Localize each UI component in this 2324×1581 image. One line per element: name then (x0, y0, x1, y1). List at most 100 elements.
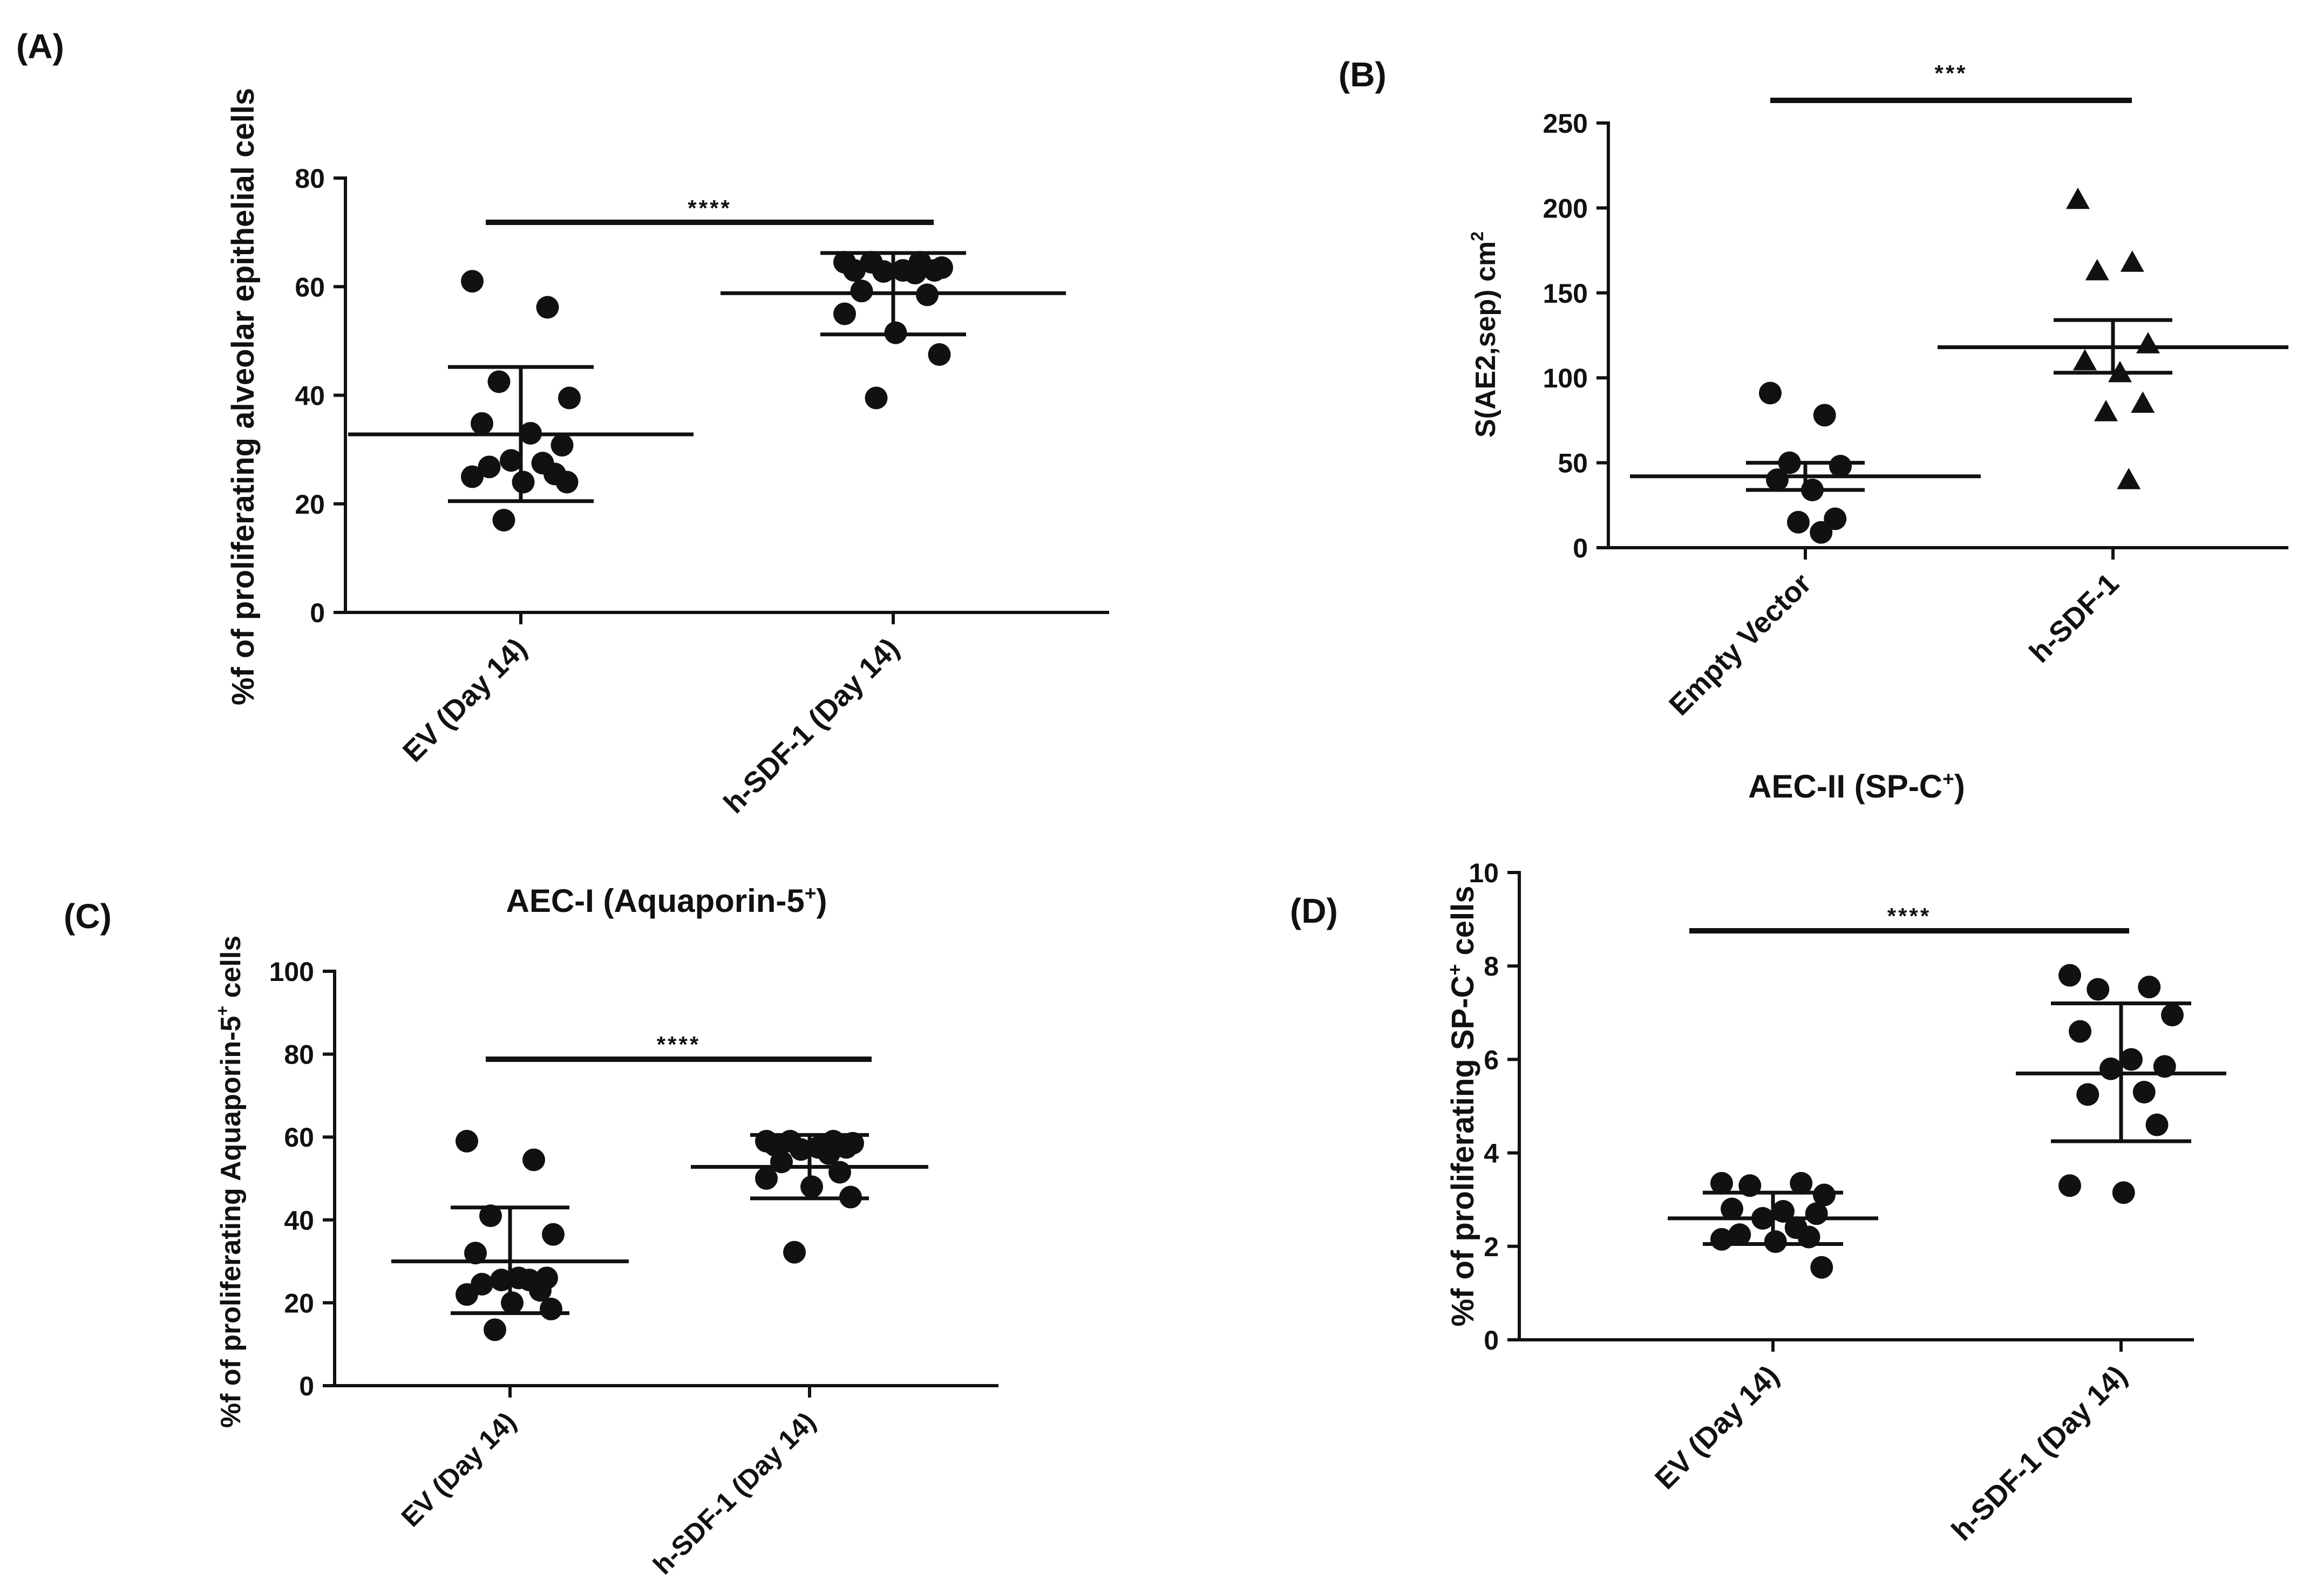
y-axis-label: %f of proliferating alveolar epithelial … (226, 88, 261, 705)
series-1 (391, 1129, 629, 1341)
data-point (1710, 1171, 1733, 1195)
data-point (903, 262, 927, 285)
data-point (800, 1175, 823, 1198)
data-point (461, 465, 484, 488)
data-point (783, 1241, 806, 1264)
data-point (2161, 1004, 2184, 1027)
panel-label: (A) (16, 27, 64, 66)
y-tick-label: 2 (1484, 1232, 1499, 1262)
data-point (536, 296, 559, 319)
x-tick-label: EV (Day 14) (397, 632, 533, 768)
data-point (1810, 521, 1833, 544)
y-axis-label-sup: 2 (1467, 231, 1487, 241)
data-point (542, 1223, 565, 1246)
y-tick-label: 100 (1543, 363, 1588, 393)
data-point (487, 370, 511, 393)
x-tick-label: h-SDF-1 (2023, 567, 2125, 669)
y-tick-label: 80 (284, 1040, 314, 1070)
y-tick-label: 60 (284, 1122, 314, 1153)
data-point (2117, 468, 2141, 489)
significance-label: *** (1934, 60, 1967, 86)
series-2 (2016, 964, 2226, 1204)
chart-title-text: AEC-I (Aquaporin-5 (506, 883, 804, 919)
series-2 (1938, 187, 2288, 489)
data-point (501, 1291, 524, 1314)
chart-title-end: ) (817, 883, 827, 919)
data-point (1805, 1202, 1828, 1225)
data-point (818, 1142, 840, 1165)
y-tick-label: 10 (1469, 858, 1499, 888)
y-axis-label-sup: + (213, 1006, 232, 1016)
x-tick-label: h-SDF-1 (Day 14) (647, 1406, 821, 1580)
data-point (555, 471, 579, 494)
y-axis-label-text: %f of proliferating SP-C (1445, 976, 1480, 1327)
data-point (928, 343, 951, 366)
significance-label: **** (657, 1032, 701, 1057)
data-point (1824, 507, 1847, 530)
data-point (850, 280, 873, 303)
data-point (2069, 1020, 2091, 1043)
y-tick-label: 150 (1543, 278, 1588, 309)
data-point (478, 455, 501, 479)
data-point (2058, 1174, 2081, 1197)
y-tick-label: 8 (1484, 951, 1499, 982)
data-point (1721, 1197, 1743, 1221)
data-point (456, 1129, 478, 1153)
y-axis-label-text: S(AE2,sep) cm (1470, 241, 1501, 438)
data-point (1787, 510, 1810, 534)
data-point (2094, 400, 2118, 421)
x-tick-label: EV (Day 14) (396, 1406, 522, 1532)
data-point (479, 1204, 502, 1228)
data-point (2073, 349, 2097, 371)
significance-label: **** (688, 195, 731, 221)
data-point (529, 1279, 552, 1302)
series-1 (1630, 381, 1981, 544)
data-point (492, 508, 515, 531)
data-point (923, 259, 946, 282)
data-point (1813, 1183, 1836, 1207)
data-point (833, 302, 856, 325)
data-point (551, 434, 574, 457)
data-point (2120, 250, 2144, 272)
data-point (500, 449, 522, 472)
y-tick-label: 20 (295, 489, 325, 520)
chart-title-text: AEC-II (SP-C (1748, 768, 1942, 805)
data-point (755, 1167, 778, 1190)
data-point (471, 412, 493, 435)
x-tick-label: h-SDF-1 (Day 14) (1946, 1359, 2133, 1547)
y-axis-label-end: cells (1445, 885, 1480, 964)
y-tick-label: 250 (1543, 108, 1588, 139)
series-2 (691, 1129, 928, 1264)
data-point (2085, 258, 2109, 281)
data-point (2136, 332, 2160, 353)
data-point (484, 1318, 506, 1341)
data-point (512, 471, 535, 494)
y-axis-label-end: cells (215, 936, 247, 1006)
data-point (865, 386, 888, 410)
y-tick-label: 80 (295, 163, 325, 194)
data-point (2066, 187, 2090, 209)
series-2 (721, 250, 1066, 410)
data-point (456, 1283, 478, 1306)
data-point (464, 1242, 487, 1265)
y-axis-label-text: %f of proliferating Aquaporin-5 (215, 1016, 247, 1428)
data-point (1728, 1223, 1751, 1246)
chart-title-sup: + (805, 882, 817, 904)
y-axis-label: %f of proliferating SP-C+ cells (1444, 885, 1480, 1326)
data-point (872, 260, 895, 283)
data-point (461, 270, 484, 293)
data-point (2132, 1081, 2156, 1104)
chart-title-sup: + (1942, 767, 1954, 790)
chart-title: AEC-I (Aquaporin-5+) (506, 882, 827, 919)
data-point (490, 1269, 513, 1292)
y-tick-label: 0 (310, 598, 325, 628)
data-point (2138, 976, 2161, 999)
x-tick-label: Empty Vector (1663, 567, 1817, 721)
data-point (1810, 1256, 1833, 1279)
y-tick-label: 50 (1558, 448, 1588, 479)
data-point (2120, 1048, 2143, 1071)
panel-label: (D) (1290, 891, 1338, 930)
panel-a: (A) 0 20 40 60 80 %f of proliferating alveolar… (16, 27, 1109, 820)
